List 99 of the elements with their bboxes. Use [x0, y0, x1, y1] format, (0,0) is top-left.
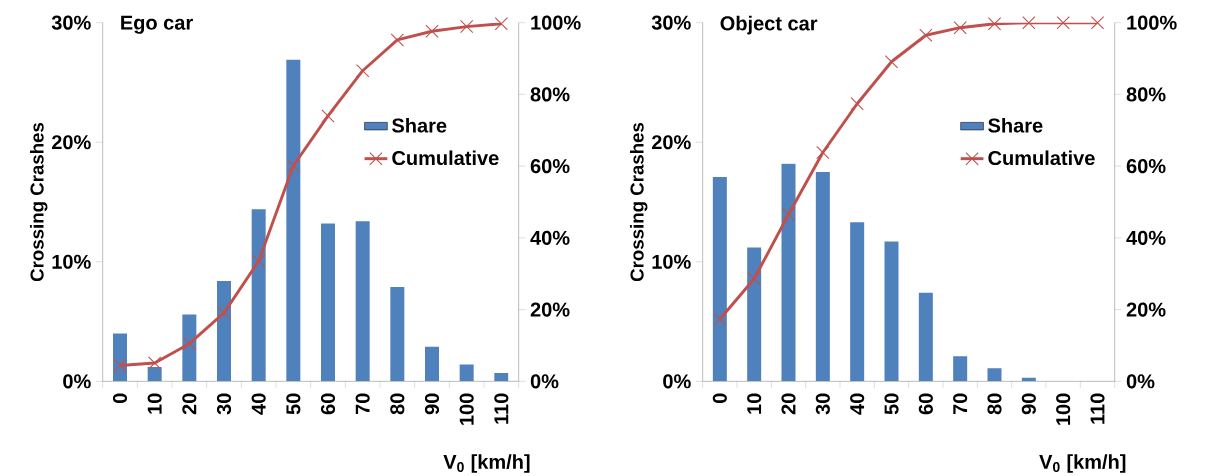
point	[425, 24, 439, 38]
y2-tick-label: 0%	[530, 374, 559, 389]
x-tick-label: 60	[320, 393, 336, 415]
x-tick-label: 10	[147, 393, 162, 414]
y-tick-label: 30%	[51, 15, 91, 30]
y-axis-title: Crossing Crashes	[629, 122, 648, 282]
point	[113, 358, 127, 373]
x-tick-label: 110	[1090, 393, 1105, 424]
bar	[113, 333, 127, 382]
point	[217, 306, 231, 320]
bar	[321, 223, 335, 382]
y2-tick-label: 100%	[531, 15, 581, 30]
legend-label: Cumulative	[392, 150, 499, 166]
bar	[459, 364, 474, 382]
legend-label: Share	[988, 117, 1043, 133]
point	[816, 145, 830, 160]
bar	[494, 372, 509, 382]
point	[987, 17, 1002, 31]
y2-tick-label: 40%	[1126, 230, 1166, 245]
legend-label: Share	[392, 117, 447, 133]
point	[919, 28, 933, 42]
x-tick-label: 50	[884, 393, 899, 415]
point	[884, 55, 899, 69]
x-tick-label: 100	[1056, 393, 1071, 425]
x-tick-label: 0	[712, 393, 727, 404]
x-tick-label: 40	[850, 393, 865, 415]
bar	[425, 346, 440, 382]
y2-tick-label: 80%	[530, 87, 570, 102]
x-axis-title: V$_{0}$ [km/h]	[1039, 454, 1126, 473]
point	[321, 109, 335, 123]
bar	[815, 172, 830, 382]
point	[252, 254, 266, 268]
point	[390, 33, 405, 47]
point	[747, 272, 761, 286]
y-tick-label: 10%	[52, 254, 91, 269]
bar	[390, 286, 405, 382]
y-tick-label: 0%	[63, 374, 91, 389]
x-axis-title: V$_{0}$ [km/h]	[443, 454, 530, 473]
point	[286, 159, 301, 173]
bar	[251, 209, 266, 382]
y-tick-label: 20%	[651, 135, 691, 150]
bar	[987, 368, 1002, 382]
y2-tick-label: 80%	[1126, 87, 1166, 102]
point	[148, 356, 162, 370]
point	[713, 312, 727, 326]
point	[356, 64, 370, 78]
y2-tick-label: 60%	[530, 159, 570, 174]
bar	[781, 163, 796, 382]
x-tick-label: 10	[747, 393, 762, 414]
bar	[884, 241, 899, 382]
point	[1022, 16, 1036, 30]
bar	[953, 356, 968, 382]
y2-tick-label: 60%	[1126, 159, 1166, 174]
point	[494, 17, 509, 31]
point	[460, 19, 474, 34]
x-tick-label: 90	[1021, 393, 1036, 415]
bar	[355, 221, 370, 382]
chart-title: Object car	[720, 15, 818, 35]
x-tick-label: 90	[424, 393, 440, 415]
x-tick-label: 30	[815, 393, 830, 415]
point	[182, 337, 197, 351]
bar	[712, 176, 727, 382]
bar	[217, 280, 232, 382]
y2-tick-label: 100%	[1127, 15, 1177, 30]
x-tick-label: 0	[112, 393, 128, 404]
bar	[747, 247, 762, 382]
x-tick-label: 50	[286, 393, 301, 415]
legend-label: Cumulative	[988, 150, 1095, 166]
x-tick-label: 110	[494, 393, 509, 424]
y2-tick-label: 0%	[1126, 374, 1155, 389]
y-tick-label: 20%	[51, 135, 91, 150]
y-tick-label: 10%	[652, 254, 691, 269]
y2-tick-label: 20%	[1126, 302, 1166, 317]
x-tick-label: 100	[459, 393, 474, 425]
point	[1056, 16, 1070, 30]
x-tick-label: 20	[781, 393, 796, 415]
y2-tick-label: 20%	[530, 302, 570, 317]
x-tick-label: 80	[987, 393, 1002, 415]
x-tick-label: 40	[251, 393, 266, 415]
point	[1090, 16, 1105, 30]
y-axis-title: Crossing Crashes	[29, 122, 48, 282]
bar	[286, 59, 301, 382]
x-tick-label: 20	[182, 393, 197, 415]
chart-title: Ego car	[121, 15, 193, 34]
point	[953, 21, 967, 35]
bar	[147, 366, 162, 382]
x-tick-label: 30	[216, 393, 232, 415]
x-tick-label: 70	[355, 393, 370, 415]
x-tick-label: 80	[390, 393, 405, 415]
point	[850, 97, 864, 111]
point	[781, 207, 796, 222]
x-tick-label: 60	[918, 393, 933, 415]
bar	[182, 314, 197, 382]
y-tick-label: 0%	[663, 374, 691, 389]
bar	[918, 292, 933, 382]
y-tick-label: 30%	[651, 15, 691, 30]
y2-tick-label: 40%	[530, 230, 570, 245]
x-tick-label: 70	[953, 393, 968, 415]
bar	[850, 222, 865, 382]
